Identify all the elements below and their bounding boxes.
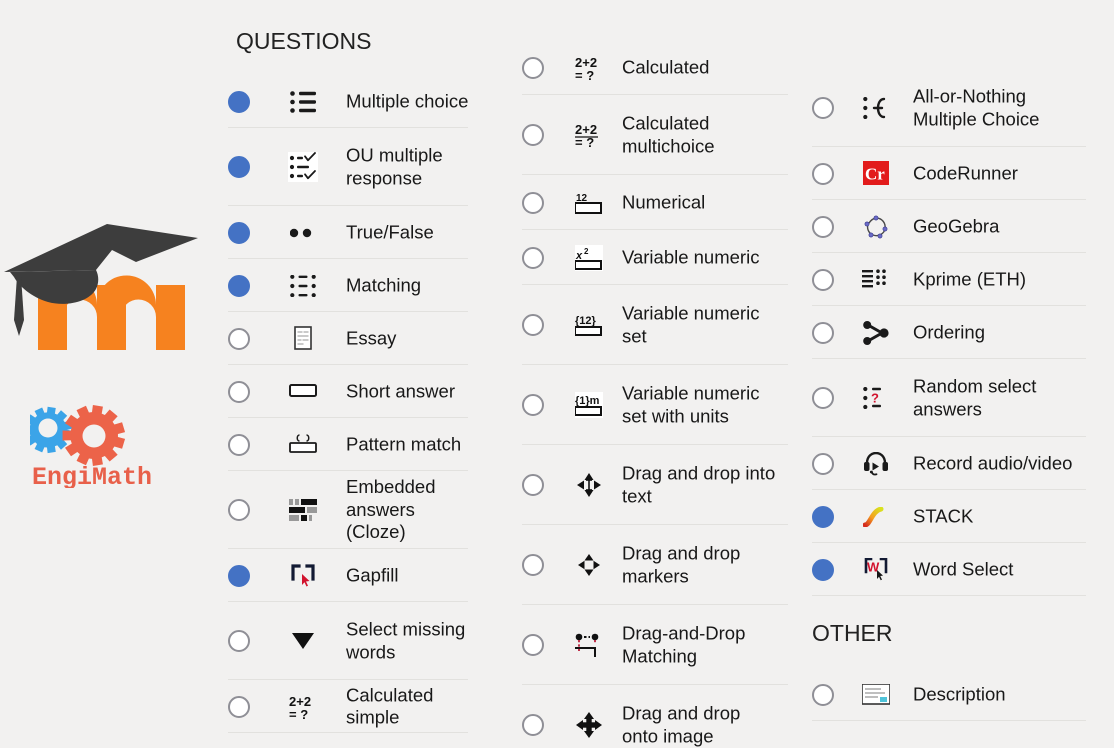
svg-text:Cr: Cr [865, 164, 885, 183]
svg-text:EngiMath: EngiMath [32, 463, 152, 488]
svg-text:{1}m: {1}m [575, 395, 600, 407]
svg-text:{12}: {12} [575, 315, 597, 327]
svg-text:?: ? [871, 391, 879, 406]
svg-text:2: 2 [584, 247, 589, 256]
svg-text:= ?: = ? [289, 707, 308, 720]
svg-text:= ?: = ? [575, 68, 594, 81]
svg-text:= ?: = ? [575, 135, 594, 148]
